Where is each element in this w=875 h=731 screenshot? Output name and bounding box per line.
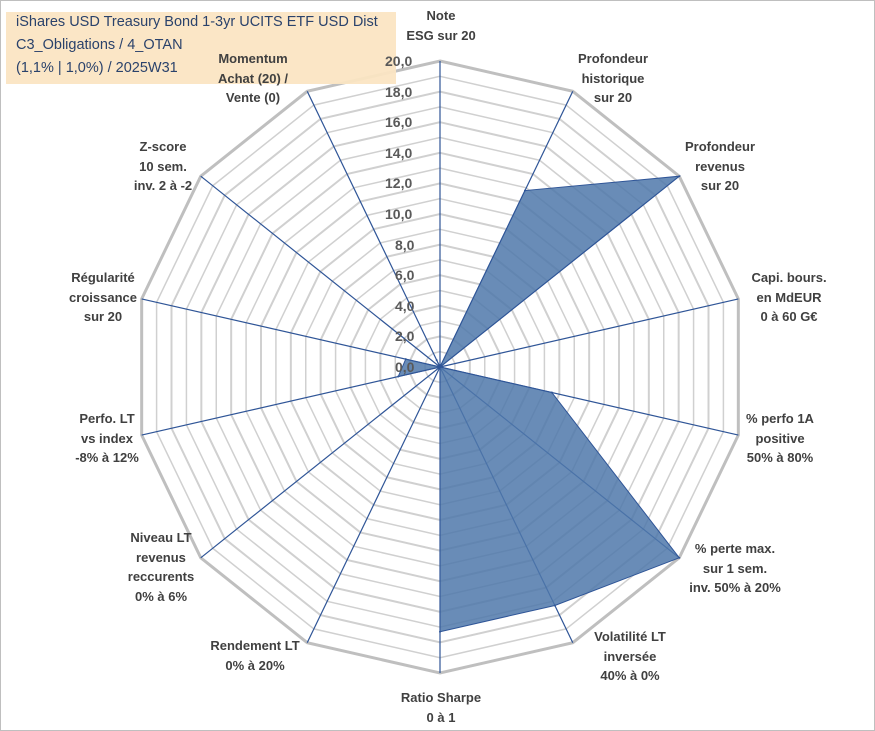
axis-spoke [200,366,441,559]
axis-label-line: Niveau LT [130,530,192,545]
axis-label-line: 10 sem. [139,158,187,174]
axis-label: Ratio Sharpe 0 à 1 [401,688,481,727]
axis-label: Note ESG sur 20 [406,6,475,45]
axis-label-line: Z-score [139,139,187,154]
axis-label: Perfo. LT vs index -8% à 12% [75,409,139,468]
axis-label: Régularité croissance sur 20 [69,268,137,327]
tick-label: 0,0 [395,359,415,375]
title-box: iShares USD Treasury Bond 1-3yr UCITS ET… [6,12,396,84]
axis-label-line: Perfo. LT [79,411,135,426]
axis-spoke [439,298,739,368]
axis-label: Profondeur revenus sur 20 [685,137,755,196]
axis-label-line: inv. 2 à -2 [133,178,193,193]
data-point [439,630,441,633]
axis-spoke [306,366,441,643]
data-point [553,604,556,607]
axis-label-line: % perfo 1A [746,411,814,426]
data-point [550,391,553,394]
title-line-fund: iShares USD Treasury Bond 1-3yr UCITS ET… [16,14,378,30]
data-point [404,358,407,361]
tick-label: 16,0 [385,114,413,131]
axis-label-line: inv. 50% à 20% [689,580,781,595]
tick-label: 14,0 [385,144,413,161]
axis-label-line: positive [755,430,805,446]
radar-series [397,175,681,633]
title-line-period: (1,1% | 1,0%) / 2025W31 [16,60,178,76]
data-point [523,189,526,192]
tick-label: 4,0 [395,297,415,314]
tick-label: 2,0 [395,328,415,345]
axis-label-line: Ratio Sharpe [400,690,482,705]
axis-label: % perfo 1A positive 50% à 80% [746,409,814,468]
axis-label-line: Momentum [218,51,288,66]
axis-label-line: Volatilité LT [594,629,666,644]
axis-label-line: revenus [136,549,186,565]
series-area [397,175,681,633]
axis-label-line: croissance [69,289,137,305]
axis-label-line: reccurents [127,569,195,584]
data-point [397,375,400,378]
tick-label: 18,0 [385,83,413,100]
axis-label-line: 0% à 20% [225,657,285,673]
axis-spoke [141,366,441,436]
axis-spoke [200,175,441,368]
axis-label-line: sur 20 [593,90,633,105]
axis-label: Niveau LT revenus reccurents 0% à 6% [128,528,194,606]
data-point [435,359,438,362]
axis-label-line: sur 20 [700,178,740,193]
axis-label-line: Achat (20) / [217,70,289,86]
tick-label: 12,0 [385,175,413,192]
axis-label-line: en MdEUR [756,289,822,305]
axis-label-line: ESG sur 20 [406,27,476,43]
axis-label: % perte max. sur 1 sem. inv. 50% à 20% [689,539,781,598]
tick-label: 10,0 [385,206,413,222]
axis-label-line: sur 1 sem. [702,560,768,576]
axis-spoke [306,91,441,368]
title-line-category: C3_Obligations / 4_OTAN [16,37,183,53]
axis-label-line: 50% à 80% [746,450,814,465]
tick-label: 20,0 [385,53,413,69]
axis-label-line: 40% à 0% [600,668,660,683]
tick-label: 8,0 [395,236,415,253]
data-point [678,556,681,559]
axis-label-line: Profondeur [577,51,649,66]
axis-label-line: inversée [603,648,657,664]
axis-label-line: vs index [80,430,134,446]
axis-label-line: -8% à 12% [75,450,139,465]
axis-label-line: 0 à 1 [426,709,456,725]
axis-label-line: % perte max. [694,541,776,556]
data-point [678,175,681,178]
axis-label-line: Rendement LT [210,638,300,653]
axis-label-line: 0 à 60 G€ [760,309,818,324]
data-point [439,366,441,368]
axis-label: Capi. bours. en MdEUR 0 à 60 G€ [751,268,826,327]
axis-label-line: historique [581,70,645,86]
tick-label: 6,0 [395,267,415,284]
axis-label: Momentum Achat (20) / Vente (0) [218,49,288,108]
axis-label: Z-score 10 sem. inv. 2 à -2 [134,137,192,196]
axis-label-line: Profondeur [684,139,756,154]
axis-label-line: 0% à 6% [134,588,188,604]
axis-label: Volatilité LT inversée 40% à 0% [594,627,666,686]
axis-label-line: revenus [695,158,745,174]
axis-label: Profondeur historique sur 20 [578,49,648,108]
axis-label-line: Régularité [71,270,135,285]
axis-label-line: Vente (0) [225,90,281,105]
axis-label-line: Capi. bours. [751,270,827,285]
axis-label: Rendement LT 0% à 20% [210,636,299,675]
axis-label-line: Note [426,8,456,23]
axis-spoke [141,298,441,368]
axis-label-line: sur 20 [83,309,123,324]
